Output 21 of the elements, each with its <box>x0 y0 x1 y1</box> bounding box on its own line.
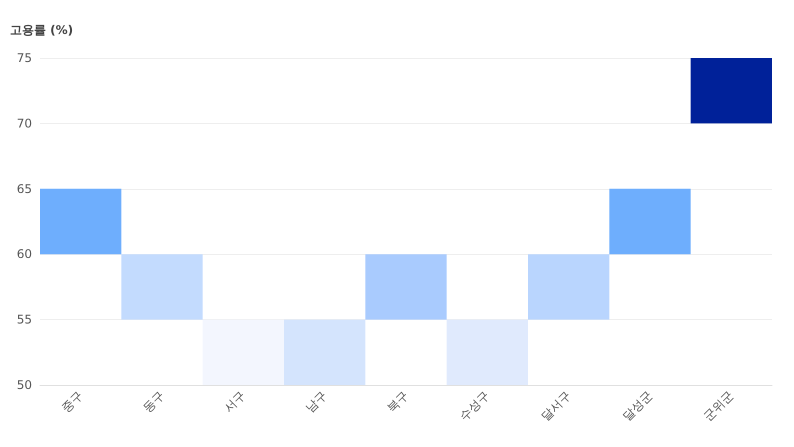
bar <box>284 320 366 385</box>
x-tick-label: 동구 <box>140 388 167 415</box>
bar <box>365 254 447 320</box>
bar <box>446 320 528 385</box>
bar <box>121 254 203 320</box>
x-tick-label: 북구 <box>384 388 411 415</box>
y-tick-label: 55 <box>16 312 32 327</box>
bar <box>202 320 284 385</box>
bar <box>40 188 122 254</box>
bar <box>690 58 772 124</box>
bar <box>528 254 610 320</box>
y-axis-title: 고용률 (%) <box>10 23 74 37</box>
y-tick-label: 65 <box>16 182 32 196</box>
x-tick-label: 서구 <box>221 388 248 415</box>
y-tick-label: 70 <box>16 116 32 130</box>
y-tick-label: 60 <box>16 247 32 262</box>
bar <box>609 188 691 254</box>
y-tick-label: 50 <box>16 378 32 392</box>
y-tick-label: 75 <box>16 51 32 65</box>
x-tick-label: 중구 <box>58 388 86 415</box>
x-tick-label: 남구 <box>302 388 330 415</box>
